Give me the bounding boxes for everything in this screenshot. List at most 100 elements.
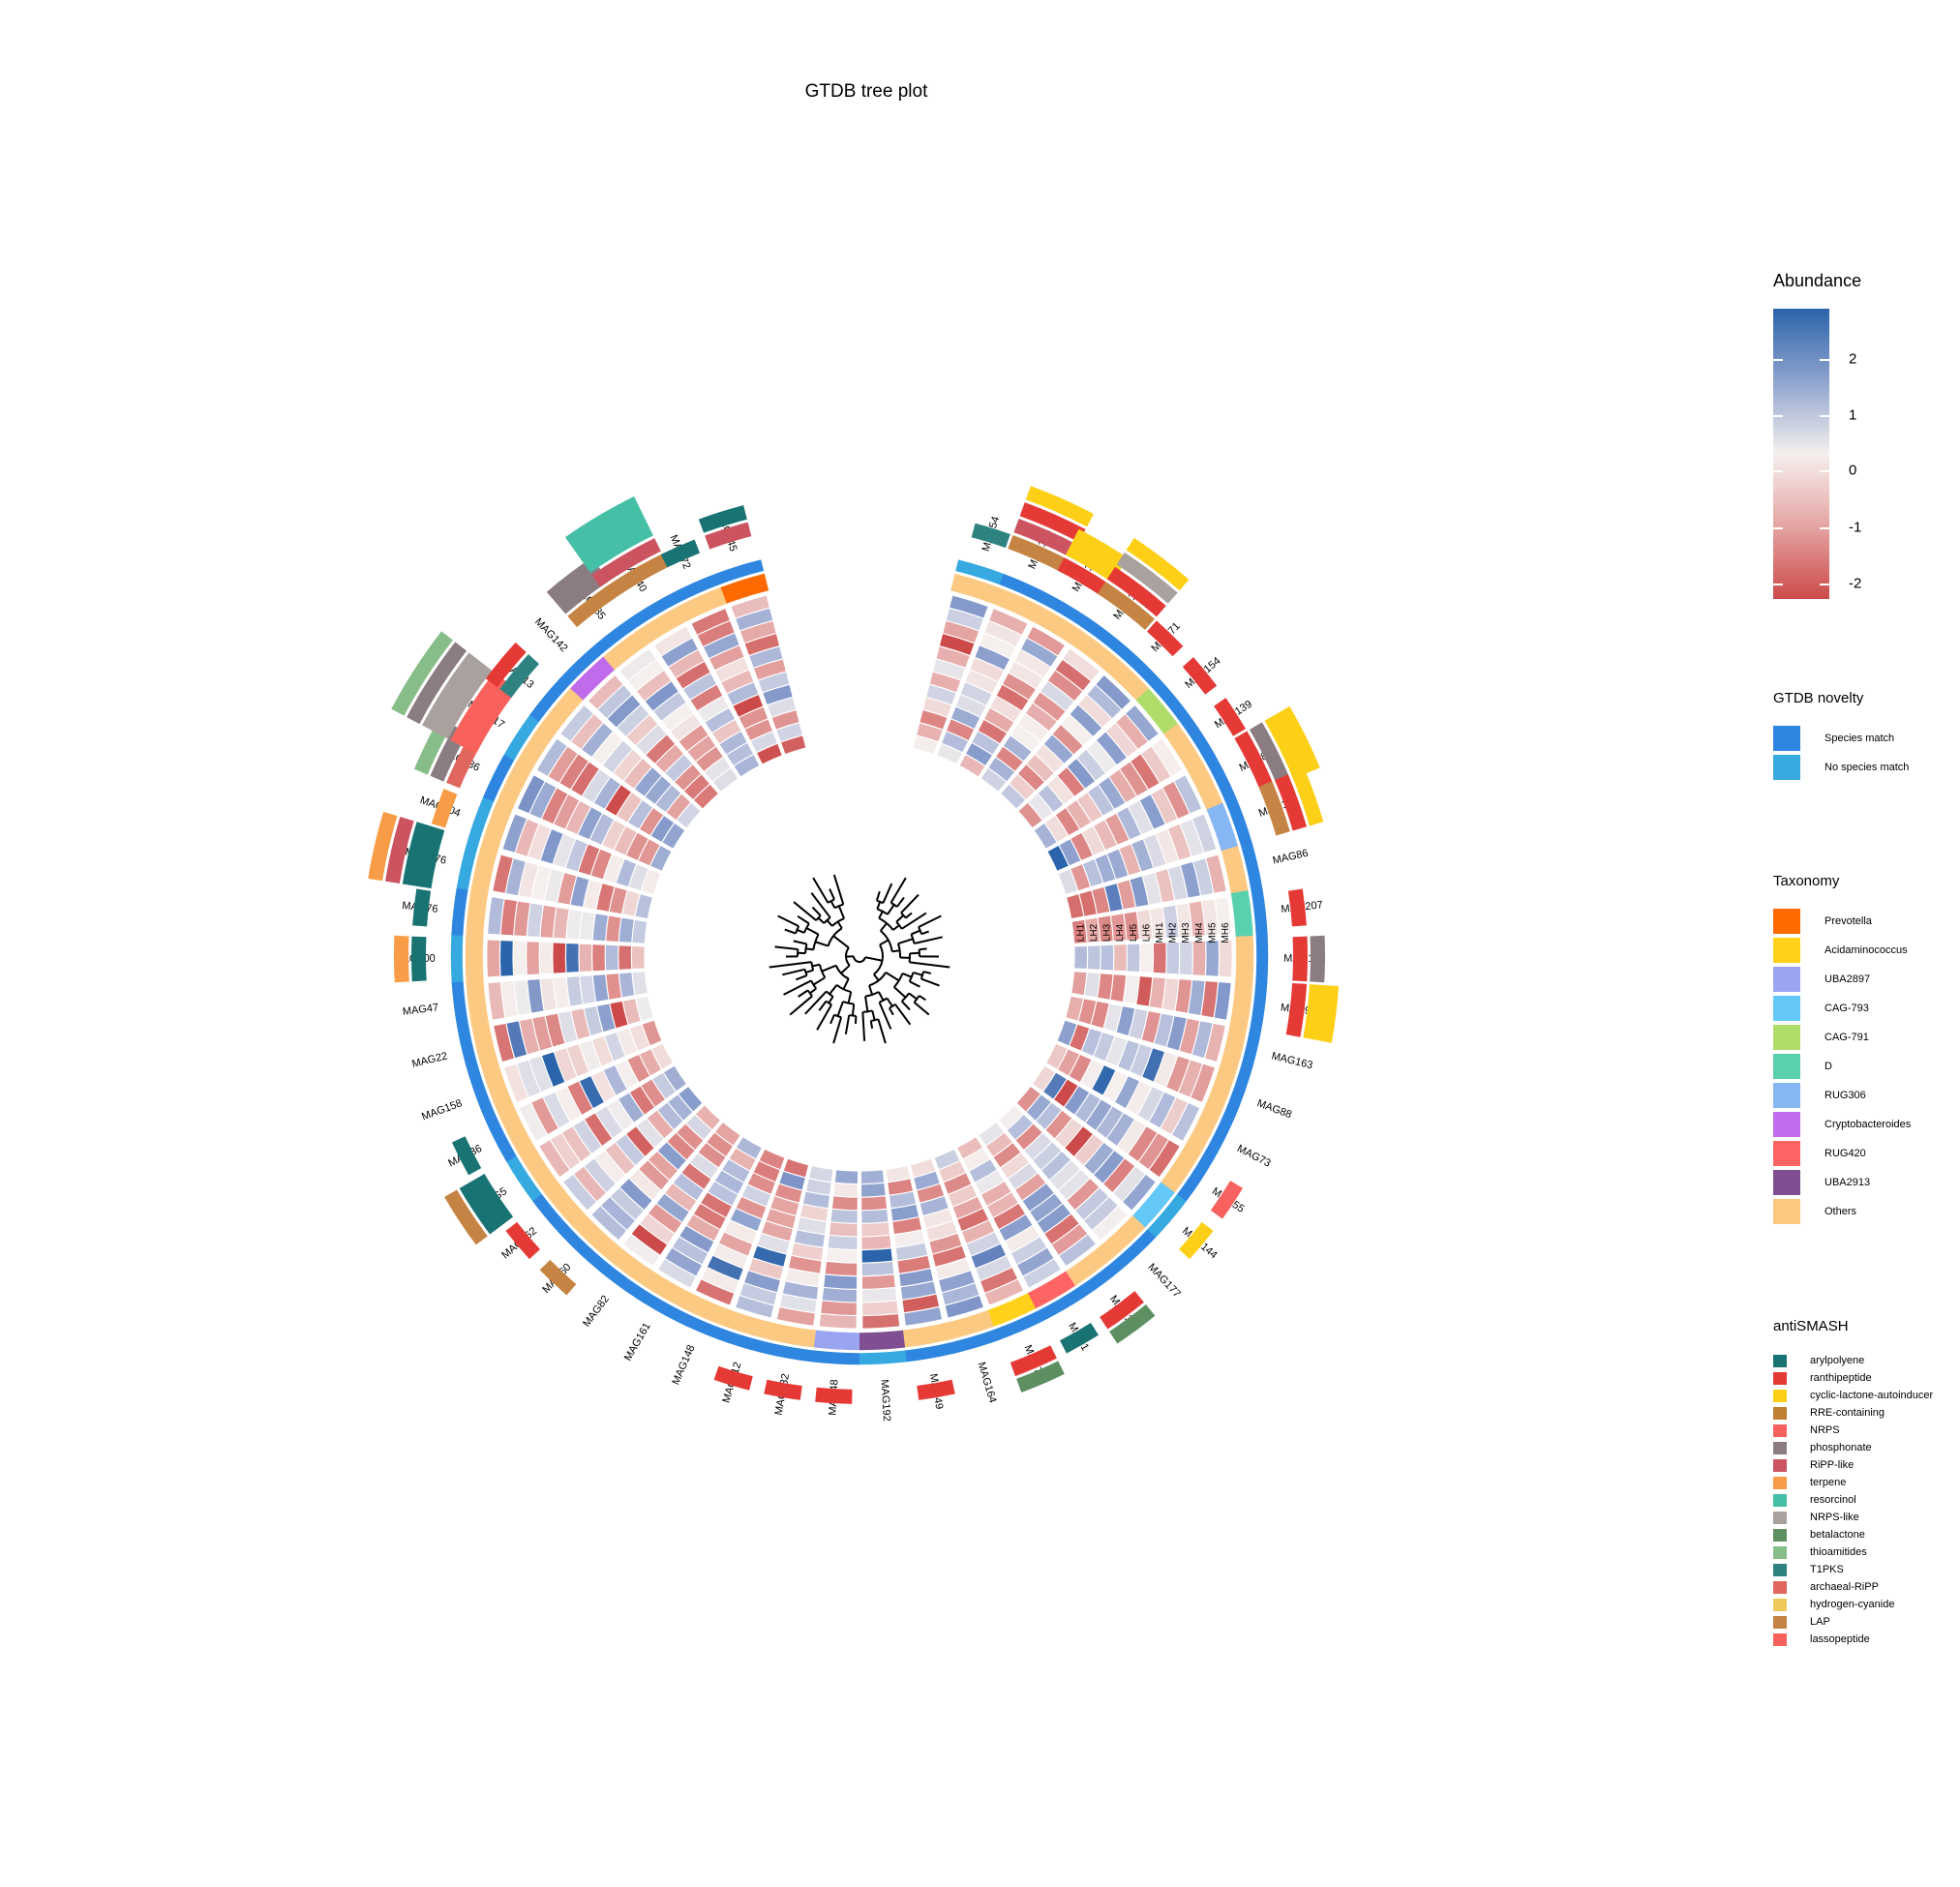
novelty-cell (483, 754, 515, 802)
antismash-legend-swatch (1773, 1598, 1787, 1611)
heatmap-cell (1094, 1033, 1115, 1062)
heatmap-cell (768, 697, 797, 717)
heatmap-cell (741, 1184, 771, 1207)
tree-branch (805, 969, 814, 973)
bgc-segment (1116, 552, 1178, 604)
heatmap-cell (610, 1187, 644, 1220)
heatmap-cell (1061, 715, 1093, 746)
heatmap-cell (690, 684, 723, 711)
heatmap-cell (1154, 1052, 1177, 1087)
heatmap-cell (739, 620, 776, 644)
heatmap-cell (1193, 858, 1214, 896)
antismash-legend-item: NRPS (1773, 1422, 1933, 1439)
tree-branch (795, 974, 807, 981)
heatmap-cell (861, 1235, 891, 1249)
tree-branch (798, 989, 809, 998)
novelty-cell (593, 616, 639, 655)
tree-branch (886, 997, 893, 1007)
heatmap-cell (705, 707, 735, 733)
taxonomy-cell (682, 1292, 732, 1327)
novelty-cell (457, 1027, 480, 1076)
bgc-segment (1146, 620, 1184, 657)
taxonomy-cell (1163, 723, 1203, 771)
heatmap-cell (1026, 1094, 1051, 1121)
heatmap-cell (672, 1237, 709, 1265)
bgc-segment (422, 652, 493, 739)
heatmap-cell (987, 1192, 1018, 1217)
novelty-ring (450, 559, 1269, 1365)
heatmap-cell (570, 876, 589, 908)
novelty-cell (532, 1193, 572, 1238)
heatmap-cell (696, 1105, 720, 1130)
bgc-segment (917, 1379, 955, 1400)
antismash-legend-item: resorcinol (1773, 1491, 1933, 1509)
bgc-segment (402, 822, 445, 889)
heatmap-cell (722, 1159, 750, 1183)
taxonomy-legend-swatch (1773, 967, 1800, 992)
heatmap-cell (1162, 905, 1179, 938)
heatmap-cell (618, 917, 634, 943)
antismash-legend-swatch (1773, 1545, 1787, 1559)
heatmap-cell (592, 974, 609, 1003)
heatmap-cell (1085, 917, 1101, 943)
heatmap-cell (1082, 859, 1103, 887)
tree-branch (878, 911, 884, 919)
heatmap-cell (678, 725, 709, 751)
heatmap-cell (691, 609, 730, 635)
heatmap-cell (565, 839, 588, 872)
heatmap-cell (673, 1173, 704, 1201)
novelty-cell (503, 714, 540, 761)
heatmap-cell (1024, 1133, 1052, 1160)
heatmap-cell (528, 979, 544, 1013)
heatmap-cell (1131, 839, 1154, 872)
heatmap-cell (929, 672, 961, 693)
antismash-legend-item: arylpolyene (1773, 1352, 1933, 1369)
tree-branch (847, 991, 853, 1003)
abundance-tick-label: 2 (1849, 350, 1857, 368)
heatmap-cell (1138, 1133, 1168, 1170)
tree-branch (797, 914, 810, 925)
heatmap-cell (1106, 723, 1137, 758)
heatmap-cell (593, 777, 620, 809)
taxonomy-cell (859, 1330, 906, 1351)
heatmap-cell (589, 814, 614, 845)
heatmap-cell (1054, 1079, 1078, 1107)
heatmap-cell (861, 1209, 889, 1223)
heatmap-cell (605, 785, 631, 816)
heatmap-cell (781, 735, 806, 755)
antismash-legend-swatch (1773, 1406, 1787, 1420)
heatmap-cell (687, 735, 716, 762)
tree-branch (832, 1016, 843, 1044)
tree-branch (828, 996, 834, 1004)
heatmap-cell (487, 940, 500, 977)
heatmap-cell (591, 1206, 627, 1241)
heatmap-cell (888, 1179, 913, 1195)
heatmap-cell (894, 1230, 925, 1247)
sample-label: MH6 (1221, 922, 1231, 944)
heatmap-cell (705, 757, 731, 782)
heatmap-cell (942, 732, 969, 753)
bgc-segment (591, 538, 661, 587)
heatmap-cell (1115, 1076, 1140, 1109)
heatmap-cell (913, 735, 938, 755)
taxonomy-cell (1185, 1106, 1221, 1155)
antismash-legend-swatch (1773, 1371, 1787, 1385)
taxonomy-legend-item: UBA2913 (1773, 1168, 1911, 1197)
heatmap-cell (665, 1247, 702, 1276)
heatmap-cell (640, 1213, 675, 1244)
heatmap-cell (712, 719, 741, 744)
heatmap-cell (1096, 675, 1131, 709)
tree-branch (821, 964, 837, 973)
bgc-segment (412, 888, 432, 927)
heatmap-cell (531, 865, 552, 900)
tree-branch (782, 968, 805, 976)
heatmap-cell (1101, 944, 1114, 971)
heatmap-cell (1137, 1087, 1163, 1122)
taxonomy-cell (1230, 890, 1253, 938)
heatmap-cell (1067, 894, 1084, 918)
heatmap-cell (1071, 972, 1087, 996)
taxonomy-legend-item: Cryptobacteroides (1773, 1110, 1911, 1139)
heatmap-cell (1175, 979, 1191, 1013)
heatmap-cell (578, 807, 602, 840)
heatmap-cell (638, 839, 660, 866)
